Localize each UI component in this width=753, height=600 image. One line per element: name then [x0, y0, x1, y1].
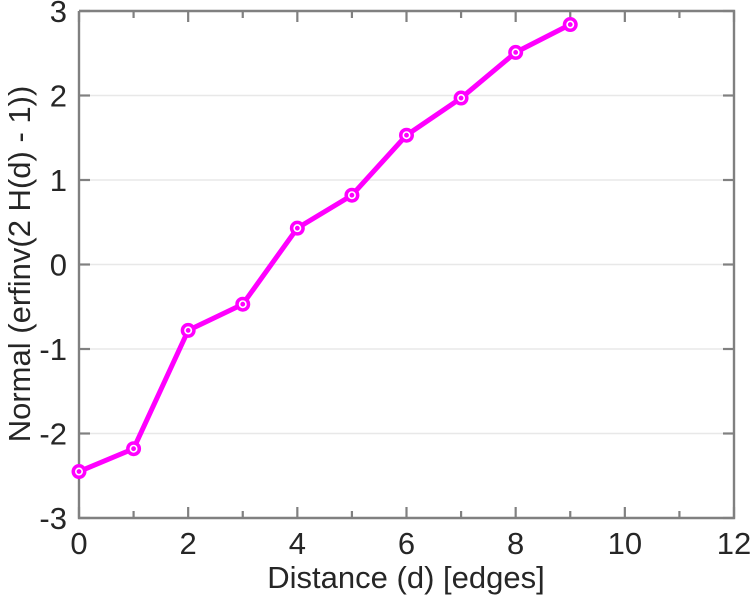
x-tick-label: 8 [507, 526, 524, 561]
x-tick-label: 4 [289, 526, 306, 561]
x-tick-label: 12 [717, 526, 751, 561]
x-tick-label: 2 [180, 526, 197, 561]
data-point-marker [235, 296, 251, 312]
y-tick-label: -1 [39, 332, 67, 367]
series-line [76, 22, 573, 475]
data-point-marker-center [75, 467, 84, 476]
grid-lines [79, 94, 734, 435]
y-tick-label: 3 [50, 0, 67, 29]
y-tick-label: 2 [50, 79, 67, 114]
data-point-marker [562, 17, 578, 33]
y-tick-label: -3 [39, 501, 67, 536]
y-tick-label: 0 [50, 248, 67, 283]
data-point-marker-center [129, 444, 138, 453]
data-point-marker-center [238, 300, 247, 309]
y-tick-label: -2 [39, 417, 67, 452]
data-point-marker-center [184, 326, 193, 335]
data-point-marker [453, 90, 469, 106]
data-point-marker-center [293, 224, 302, 233]
data-point-marker [71, 464, 87, 480]
x-axis-title: Distance (d) [edges] [267, 560, 544, 595]
y-tick-label: 1 [50, 163, 67, 198]
data-point-marker [126, 441, 142, 457]
data-point-marker-center [457, 94, 466, 103]
data-point-marker [508, 44, 524, 60]
data-point-marker-center [402, 131, 411, 140]
data-point-marker [289, 220, 305, 236]
x-tick-label: 0 [70, 526, 87, 561]
x-tick-label: 6 [398, 526, 415, 561]
data-point-marker [399, 127, 414, 143]
x-axis-tick-labels: 0 2 4 6 8 10 12 [70, 526, 751, 561]
data-point-marker-center [347, 191, 356, 200]
y-axis-tick-labels: -3 -2 -1 0 1 2 3 [39, 0, 67, 536]
y-axis-title: Normal (erfinv(2 H(d) - 1)) [2, 86, 37, 443]
data-point-marker-center [566, 20, 575, 29]
data-point-marker [344, 187, 360, 203]
x-tick-label: 10 [608, 526, 642, 561]
data-point-marker [180, 322, 196, 338]
data-series-group [71, 17, 578, 480]
axis-box [77, 9, 736, 520]
data-point-marker-center [511, 48, 520, 57]
